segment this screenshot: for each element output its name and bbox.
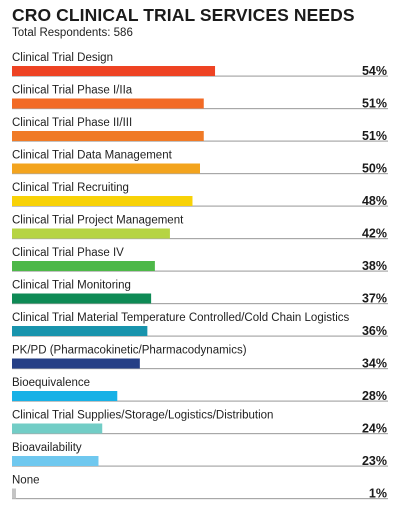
- category-label: Bioequivalence: [12, 377, 90, 389]
- row-baseline: [12, 303, 388, 305]
- bar: [12, 66, 216, 76]
- value-label: 51%: [362, 97, 387, 111]
- category-label: Clinical Trial Supplies/Storage/Logistic…: [12, 410, 273, 422]
- category-label: Bioavailability: [12, 442, 82, 454]
- category-label: Clinical Trial Recruiting: [12, 182, 129, 194]
- category-label: Clinical Trial Design: [12, 52, 113, 64]
- value-label: 23%: [362, 454, 387, 468]
- row-baseline: [12, 238, 388, 240]
- value-label: 24%: [362, 422, 387, 436]
- row-baseline: [12, 205, 388, 207]
- value-label: 1%: [369, 487, 387, 501]
- row-baseline: [12, 335, 388, 337]
- row-baseline: [12, 108, 388, 110]
- bar: [12, 163, 200, 174]
- value-label: 54%: [362, 64, 387, 78]
- category-label: Clinical Trial Phase I/IIa: [12, 85, 133, 97]
- row-baseline: [12, 140, 388, 142]
- bar: [12, 228, 170, 239]
- row-baseline: [12, 173, 388, 175]
- row-baseline: [12, 433, 388, 435]
- category-label: Clinical Trial Material Temperature Cont…: [12, 312, 350, 324]
- value-label: 51%: [362, 129, 387, 143]
- bar: [12, 488, 16, 499]
- value-label: 28%: [362, 389, 387, 403]
- bar: [12, 261, 155, 271]
- value-label: 38%: [362, 259, 387, 273]
- chart-title: CRO CLINICAL TRIAL SERVICES NEEDS: [12, 5, 355, 25]
- bar: [12, 131, 204, 141]
- value-label: 48%: [362, 194, 387, 208]
- category-label: Clinical Trial Phase IV: [12, 247, 124, 259]
- value-label: 36%: [362, 324, 387, 338]
- bar: [12, 456, 99, 466]
- category-label: Clinical Trial Data Management: [12, 150, 173, 162]
- row-baseline: [12, 498, 388, 500]
- bar: [12, 423, 103, 434]
- row-baseline: [12, 465, 388, 467]
- bar: [12, 98, 204, 109]
- value-label: 37%: [362, 292, 387, 306]
- bar: [12, 293, 152, 304]
- row-baseline: [12, 368, 388, 370]
- bar: [12, 196, 193, 206]
- row-baseline: [12, 270, 388, 272]
- category-label: Clinical Trial Monitoring: [12, 280, 131, 292]
- value-label: 42%: [362, 227, 387, 241]
- row-baseline: [12, 75, 388, 77]
- bar: [12, 326, 148, 336]
- category-label: Clinical Trial Project Management: [12, 215, 184, 227]
- bar: [12, 358, 140, 369]
- chart-subtitle: Total Respondents: 586: [12, 27, 133, 39]
- value-label: 34%: [362, 357, 387, 371]
- bar: [12, 391, 118, 401]
- category-label: None: [12, 475, 40, 487]
- row-baseline: [12, 400, 388, 402]
- value-label: 50%: [362, 162, 387, 176]
- category-label: Clinical Trial Phase II/III: [12, 117, 132, 129]
- category-label: PK/PD (Pharmacokinetic/Pharmacodynamics): [12, 345, 247, 357]
